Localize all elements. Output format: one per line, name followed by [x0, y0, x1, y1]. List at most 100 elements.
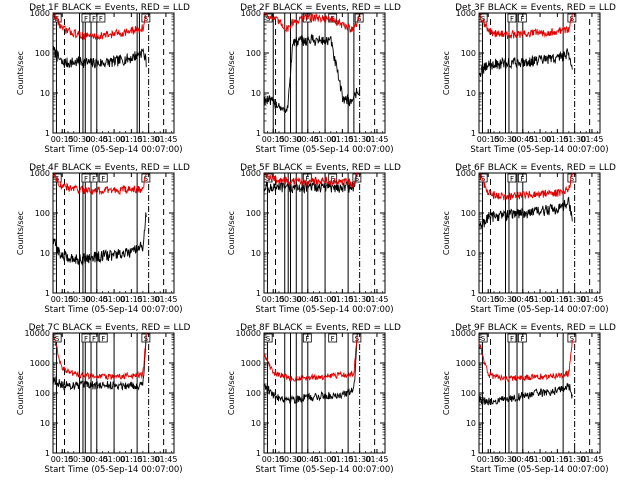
x-tick-label: 01:00	[103, 135, 126, 144]
y-tick-label: 1	[471, 449, 476, 458]
marker-letter: S	[266, 15, 271, 23]
marker-box	[478, 333, 488, 343]
x-tick-label: 01:45	[580, 455, 603, 464]
y-tick-label: 10000	[236, 329, 261, 338]
x-tick-label: 01:30	[563, 135, 586, 144]
x-tick-label: 00:45	[296, 295, 319, 304]
y-axis-title: Counts/sec	[227, 211, 236, 255]
plot-frame	[263, 332, 386, 454]
y-tick-label: 10000	[25, 329, 50, 338]
events-series-line	[263, 332, 358, 405]
x-tick-label: 00:45	[511, 455, 534, 464]
lld-series-line	[263, 11, 361, 33]
x-tick-label: 00:45	[511, 295, 534, 304]
x-tick-label: 01:30	[563, 295, 586, 304]
y-tick-label: 10	[466, 249, 476, 258]
marker-letter: S	[357, 15, 362, 23]
x-axis-title: Start Time (05-Sep-14 00:07:00)	[44, 465, 182, 475]
x-tick-label: 00:30	[279, 135, 302, 144]
y-tick-label: 1000	[241, 359, 261, 368]
marker-letter: F	[92, 175, 96, 183]
y-tick-label: 100	[35, 389, 50, 398]
marker-letter: S	[570, 335, 575, 343]
x-tick-label: 01:15	[546, 135, 569, 144]
y-tick-label: 100	[246, 209, 261, 218]
x-tick-label: 00:30	[279, 455, 302, 464]
marker-letter: F	[84, 335, 88, 343]
y-axis-title: Counts/sec	[227, 371, 236, 415]
marker-letter: F	[520, 175, 524, 183]
y-tick-label: 100	[461, 389, 476, 398]
marker-letter: S	[266, 335, 271, 343]
x-tick-label: 01:30	[348, 135, 371, 144]
x-tick-label: 00:30	[68, 295, 91, 304]
y-tick-label: 1000	[456, 169, 476, 178]
y-tick-label: 10	[40, 419, 50, 428]
plot-frame	[52, 172, 175, 294]
y-axis-title: Counts/sec	[442, 371, 451, 415]
x-tick-label: 01:45	[580, 295, 603, 304]
x-tick-label: 01:30	[137, 455, 160, 464]
lld-series-line	[52, 12, 147, 41]
x-tick-label: 00:15	[51, 455, 74, 464]
x-tick-label: 01:45	[365, 455, 388, 464]
marker-letter: F	[510, 335, 514, 343]
marker-letter: S	[55, 335, 60, 343]
x-tick-label: 01:00	[103, 455, 126, 464]
marker-box	[89, 333, 99, 343]
y-tick-label: 1000	[30, 9, 50, 18]
y-tick-label: 1000	[456, 9, 476, 18]
events-series-line	[263, 172, 358, 195]
panel-title: Det 8F BLACK = Events, RED = LLD	[240, 323, 401, 333]
panel-title: Det 3F BLACK = Events, RED = LLD	[455, 3, 616, 13]
x-tick-label: 00:45	[85, 135, 108, 144]
y-tick-label: 100	[35, 209, 50, 218]
panel-title: Det 6F BLACK = Events, RED = LLD	[455, 163, 616, 173]
y-tick-label: 1000	[241, 169, 261, 178]
lld-series-line	[52, 172, 147, 196]
x-tick-label: 00:15	[477, 455, 500, 464]
x-tick-label: 01:30	[348, 295, 371, 304]
events-series-line	[263, 33, 361, 114]
y-axis-title: Counts/sec	[442, 211, 451, 255]
y-tick-label: 1	[256, 449, 261, 458]
x-tick-label: 01:00	[103, 295, 126, 304]
x-tick-label: 00:30	[68, 135, 91, 144]
y-axis-title: Counts/sec	[16, 371, 25, 415]
x-tick-label: 01:30	[563, 455, 586, 464]
x-tick-label: 01:00	[529, 455, 552, 464]
x-tick-label: 01:15	[331, 455, 354, 464]
x-tick-label: 00:45	[85, 455, 108, 464]
marker-letter: S	[481, 335, 486, 343]
panel-9: Det 9F BLACK = Events, RED = LLD S F F S 1 10 1…	[442, 323, 616, 475]
plot-frame	[263, 12, 386, 134]
x-tick-label: 00:15	[262, 295, 285, 304]
marker-letter: F	[331, 335, 335, 343]
x-tick-label: 00:15	[51, 135, 74, 144]
y-tick-label: 100	[246, 389, 261, 398]
x-tick-label: 01:00	[314, 455, 337, 464]
x-axis-title: Start Time (05-Sep-14 00:07:00)	[255, 145, 393, 155]
x-tick-label: 00:15	[262, 135, 285, 144]
x-tick-label: 01:45	[154, 295, 177, 304]
y-tick-label: 1	[256, 129, 261, 138]
x-tick-label: 01:45	[365, 295, 388, 304]
x-tick-label: 01:30	[137, 135, 160, 144]
marker-letter: S	[570, 175, 575, 183]
marker-letter: F	[92, 15, 96, 23]
x-tick-label: 00:15	[51, 295, 74, 304]
x-tick-label: 00:45	[296, 455, 319, 464]
panel-title: Det 2F BLACK = Events, RED = LLD	[240, 3, 401, 13]
x-tick-label: 00:15	[477, 295, 500, 304]
x-tick-label: 01:15	[120, 135, 143, 144]
y-tick-label: 100	[35, 49, 50, 58]
x-tick-label: 00:30	[494, 295, 517, 304]
y-tick-label: 1	[471, 289, 476, 298]
y-tick-label: 100	[246, 49, 261, 58]
x-tick-label: 01:45	[580, 135, 603, 144]
lld-series-line	[478, 13, 573, 40]
